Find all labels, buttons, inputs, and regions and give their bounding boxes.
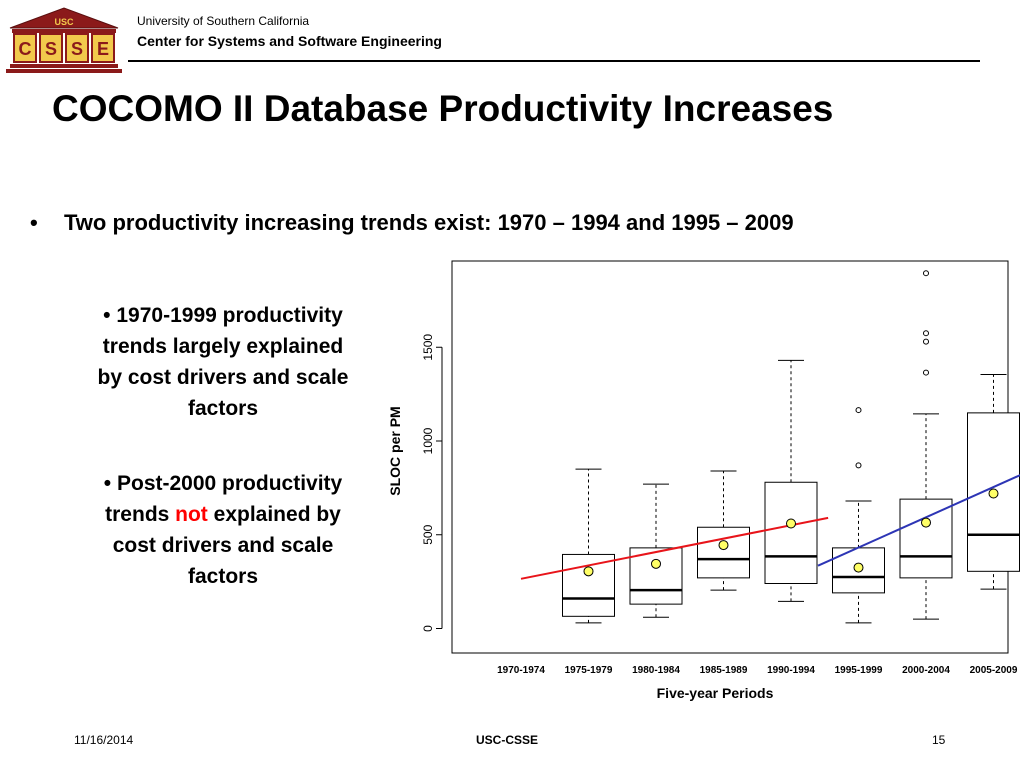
x-category-label: 1970-1974 bbox=[497, 665, 545, 676]
box bbox=[899, 498, 953, 579]
outlier-point bbox=[923, 270, 929, 277]
outlier-point bbox=[923, 338, 929, 345]
x-category-label: 1995-1999 bbox=[835, 665, 883, 676]
mean-marker bbox=[583, 566, 594, 577]
main-bullet-text: Two productivity increasing trends exist… bbox=[64, 210, 794, 235]
side-bullet-2-highlight: not bbox=[175, 503, 208, 526]
mean-marker bbox=[651, 558, 661, 569]
logo-letter: S bbox=[71, 39, 83, 59]
mean-marker bbox=[921, 517, 931, 528]
box bbox=[629, 547, 683, 605]
y-tick-label: 1000 bbox=[421, 427, 435, 454]
outlier-point bbox=[855, 462, 862, 469]
trend-line bbox=[520, 516, 829, 580]
logo-letter: S bbox=[45, 39, 57, 59]
box bbox=[562, 553, 615, 617]
mean-marker bbox=[718, 540, 729, 551]
box-group bbox=[764, 359, 818, 602]
footer-page-number: 15 bbox=[932, 733, 946, 747]
side-bullet-2-text-before: Post-2000 productivity trends bbox=[105, 472, 343, 526]
logo-letter: C bbox=[19, 39, 32, 59]
university-name: University of Southern California bbox=[137, 14, 310, 28]
box-group bbox=[967, 373, 1020, 590]
trend-line bbox=[817, 474, 1020, 567]
footer-org: USC-CSSE bbox=[476, 733, 539, 747]
main-bullet: • Two productivity increasing trends exis… bbox=[30, 210, 794, 236]
y-tick-label: 1500 bbox=[421, 334, 435, 361]
header-divider bbox=[128, 60, 980, 62]
x-axis-label: Five-year Periods bbox=[657, 685, 774, 701]
x-category-label: 2005-2009 bbox=[970, 665, 1018, 676]
logo-letter: E bbox=[97, 39, 109, 59]
x-category-label: 2000-2004 bbox=[902, 665, 950, 676]
box bbox=[967, 412, 1020, 572]
usc-csse-logo: USC C S S E bbox=[6, 7, 122, 73]
box-group bbox=[697, 470, 750, 591]
bullet-symbol: • bbox=[30, 210, 38, 235]
productivity-boxplot-chart: 0 500 1000 1500 SLOC per PM 1970-1974 1975-197… bbox=[387, 260, 1020, 701]
box-group bbox=[832, 407, 885, 624]
x-category-label: 1985-1989 bbox=[700, 665, 748, 676]
box-group bbox=[562, 468, 615, 624]
outlier-point bbox=[855, 407, 862, 414]
side-bullet-2: • Post-2000 productivity trends not expl… bbox=[94, 468, 352, 592]
x-category-label: 1980-1984 bbox=[632, 665, 680, 676]
slide-title: COCOMO II Database Productivity Increase… bbox=[52, 88, 834, 129]
plot-frame bbox=[451, 260, 1009, 654]
box-group bbox=[629, 483, 683, 618]
header: University of Southern California Center… bbox=[137, 14, 442, 50]
y-axis-label: SLOC per PM bbox=[387, 406, 403, 495]
x-category-label: 1975-1979 bbox=[565, 665, 613, 676]
side-bullet-1-text: 1970-1999 productivity trends largely ex… bbox=[97, 304, 349, 420]
box bbox=[764, 481, 818, 584]
y-tick-label: 500 bbox=[421, 524, 435, 544]
mean-marker bbox=[786, 518, 796, 529]
footer-date: 11/16/2014 bbox=[74, 733, 134, 747]
logo-usc-text: USC bbox=[54, 17, 74, 27]
side-bullet-1: • 1970-1999 productivity trends largely … bbox=[94, 300, 352, 424]
mean-marker bbox=[988, 488, 999, 499]
y-tick-label: 0 bbox=[421, 625, 435, 632]
outlier-point bbox=[923, 330, 929, 337]
bullet-symbol: • bbox=[103, 304, 111, 327]
bullet-symbol: • bbox=[103, 472, 112, 495]
outlier-point bbox=[923, 369, 929, 376]
center-name: Center for Systems and Software Engineer… bbox=[137, 33, 442, 49]
box-group bbox=[899, 270, 953, 620]
mean-marker bbox=[853, 562, 864, 573]
side-bullet-2-text-after: explained by cost drivers and scale fact… bbox=[112, 503, 341, 588]
x-category-label: 1990-1994 bbox=[767, 665, 815, 676]
